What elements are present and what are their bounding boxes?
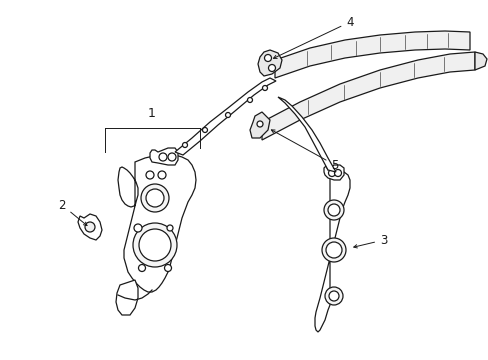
Circle shape (146, 171, 154, 179)
Circle shape (257, 121, 263, 127)
Text: 5: 5 (271, 130, 338, 171)
Polygon shape (474, 52, 486, 70)
Text: 3: 3 (353, 234, 386, 248)
Circle shape (164, 265, 171, 271)
Circle shape (141, 184, 169, 212)
Circle shape (138, 265, 145, 271)
Text: 2: 2 (58, 198, 87, 226)
Polygon shape (249, 112, 269, 138)
Polygon shape (274, 31, 469, 78)
Circle shape (328, 170, 335, 176)
Text: 1: 1 (148, 107, 156, 120)
Circle shape (268, 64, 275, 72)
Circle shape (168, 153, 176, 161)
Circle shape (139, 229, 171, 261)
Polygon shape (262, 52, 474, 140)
Circle shape (325, 287, 342, 305)
Circle shape (262, 86, 267, 90)
Circle shape (158, 171, 165, 179)
Circle shape (146, 189, 163, 207)
Polygon shape (314, 172, 349, 332)
Circle shape (133, 223, 177, 267)
Circle shape (182, 143, 187, 148)
Polygon shape (258, 50, 282, 76)
Circle shape (225, 113, 230, 117)
Circle shape (324, 200, 343, 220)
Circle shape (202, 127, 207, 132)
Circle shape (334, 170, 341, 176)
Circle shape (167, 225, 173, 231)
Circle shape (134, 224, 142, 232)
Circle shape (327, 204, 339, 216)
Circle shape (247, 98, 252, 103)
Polygon shape (324, 165, 343, 180)
Circle shape (325, 242, 341, 258)
Polygon shape (78, 214, 102, 240)
Polygon shape (278, 97, 335, 172)
Polygon shape (116, 280, 138, 315)
Polygon shape (175, 78, 275, 155)
Circle shape (159, 153, 167, 161)
Circle shape (264, 54, 271, 62)
Polygon shape (150, 148, 178, 165)
Circle shape (85, 222, 95, 232)
Polygon shape (118, 154, 196, 292)
Text: 4: 4 (273, 15, 353, 58)
Circle shape (328, 291, 338, 301)
Circle shape (321, 238, 346, 262)
